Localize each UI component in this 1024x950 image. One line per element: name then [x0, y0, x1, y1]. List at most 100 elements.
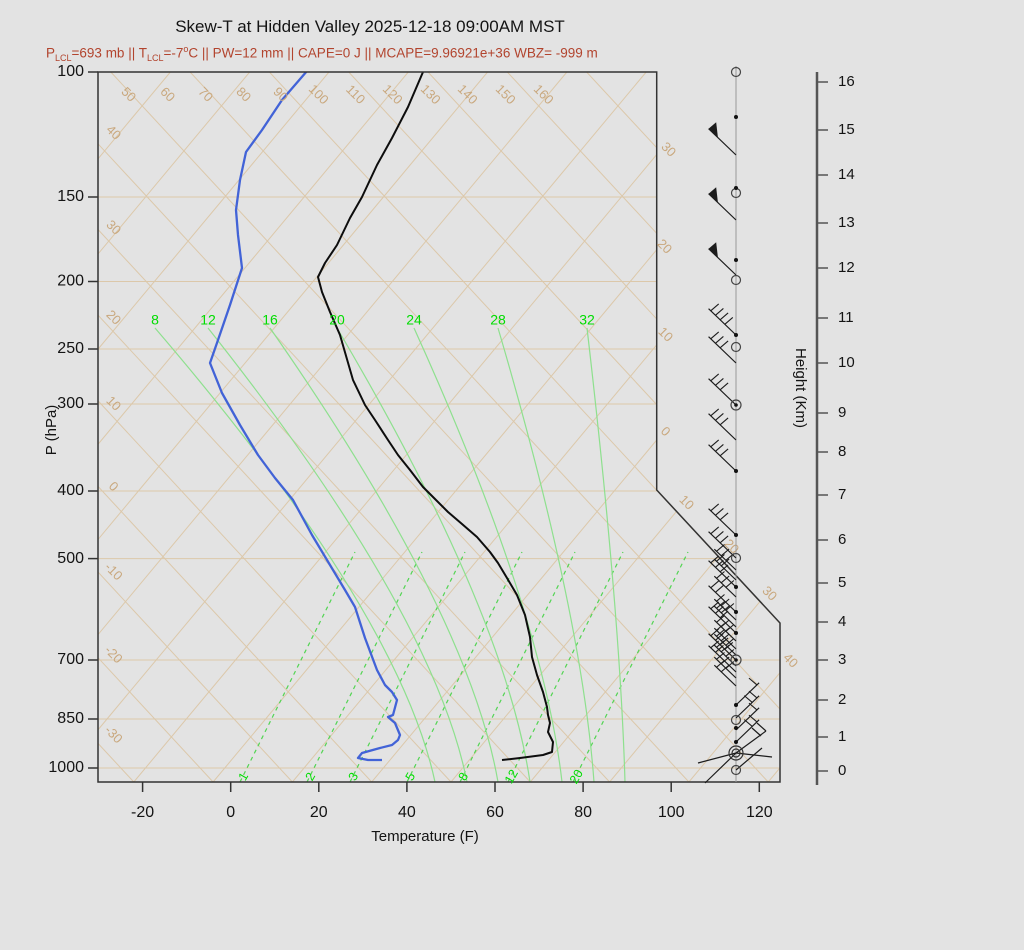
station-circle-marker	[730, 714, 742, 726]
tan-diagonal-line	[98, 72, 373, 782]
tan-diagonal-line	[98, 72, 171, 782]
tan-diagonal-line	[98, 72, 330, 782]
moist-adiabat-line	[586, 327, 626, 782]
height-axis-tick-label: 9	[838, 404, 846, 421]
isotherm-label-top: 80	[233, 84, 254, 105]
pressure-axis-title: P (hPa)	[43, 405, 60, 456]
tan-diagonal-line	[98, 72, 488, 782]
station-dot-marker	[734, 703, 738, 707]
wind-barb-column	[697, 66, 773, 784]
pressure-axis-label: 400	[57, 482, 84, 499]
tan-diagonal-line	[212, 72, 780, 782]
station-dot-marker	[734, 469, 738, 473]
station-dot-marker	[734, 333, 738, 337]
tan-diagonal-line	[98, 72, 251, 782]
surface-station-marker	[728, 745, 744, 761]
tan-diagonal-line	[189, 72, 780, 782]
height-axis-tick-label: 5	[838, 574, 846, 591]
moist-adiabat-label: 12	[200, 312, 216, 328]
isotherm-label-slant: 40	[780, 650, 801, 671]
station-circle-marker	[730, 341, 742, 353]
x-axis-tick-label: 80	[574, 804, 592, 821]
moist-adiabat-label: 20	[329, 312, 345, 328]
height-axis-tick-label: 1	[838, 728, 846, 745]
plot-border	[97, 71, 781, 783]
tan-diagonal-line	[98, 72, 293, 782]
mixing-ratio-line	[239, 551, 356, 782]
tan-diagonal-line	[98, 72, 409, 782]
x-axis-tick-label: -20	[131, 804, 154, 821]
height-axis-tick-label: 11	[838, 309, 854, 326]
x-axis-tick-label: 120	[746, 804, 773, 821]
chart-title: Skew-T at Hidden Valley 2025-12-18 09:00…	[175, 17, 565, 36]
height-axis-tick-label: 2	[838, 691, 846, 708]
x-axis-tick-label: 60	[486, 804, 504, 821]
pressure-axis-label: 850	[57, 710, 84, 727]
moist-adiabat-line	[154, 327, 436, 782]
mixing-ratio-label: 20	[567, 767, 586, 786]
station-dot-marker	[734, 186, 738, 190]
tan-diagonal-line	[427, 72, 780, 782]
height-axis-tick-label: 6	[838, 531, 846, 548]
mixing-ratio-label: 3	[346, 770, 362, 783]
temperature-curve	[317, 72, 554, 761]
isotherm-label-left: 0	[106, 478, 122, 494]
tan-diagonal-line	[1006, 72, 1024, 782]
tan-diagonal-line	[98, 72, 647, 782]
isotherm-label-right: 10	[655, 324, 676, 345]
mixing-ratio-label: 12	[502, 767, 521, 786]
mixing-ratio-line	[306, 551, 423, 782]
tan-diagonal-line	[98, 72, 568, 782]
height-axis-tick-label: 12	[838, 259, 855, 276]
pressure-axis-label: 700	[57, 651, 84, 668]
tan-diagonal-line	[98, 72, 214, 782]
station-dot-marker	[734, 726, 738, 730]
station-dot-marker	[734, 610, 738, 614]
isotherm-label-top: 120	[380, 81, 406, 107]
mixing-ratio-label: 5	[403, 770, 419, 783]
tan-diagonal-line	[98, 72, 690, 782]
pressure-axis-label: 500	[57, 550, 84, 567]
tan-diagonal-line	[133, 72, 726, 782]
isotherm-label-slant: 30	[759, 583, 780, 604]
moist-adiabat-line	[497, 327, 595, 782]
tan-diagonal-line	[98, 72, 135, 782]
isotherm-label-top: 150	[493, 81, 519, 107]
height-axis-tick-label: 8	[838, 443, 846, 460]
station-circle-marker	[730, 66, 742, 78]
isotherm-label-left: 30	[103, 217, 124, 238]
moist-adiabat-label: 32	[579, 312, 595, 328]
mixing-ratio-line	[459, 551, 576, 782]
isotherm-label-slant: 10	[676, 492, 697, 513]
height-axis-tick-label: 7	[838, 486, 846, 503]
tan-diagonal-line	[609, 72, 780, 782]
dewpoint-curve	[208, 72, 402, 762]
height-axis-tick-label: 15	[838, 121, 855, 138]
station-circle-marker	[730, 552, 742, 564]
isotherm-label-top: 70	[195, 84, 216, 105]
pressure-axis-label: 300	[57, 395, 84, 412]
mixing-ratio-line	[349, 551, 466, 782]
height-axis-tick-label: 10	[838, 354, 855, 371]
station-dot-marker	[734, 631, 738, 635]
station-dot-marker	[734, 740, 738, 744]
station-dot-marker	[734, 585, 738, 589]
isotherm-label-top: 60	[157, 84, 178, 105]
tan-diagonal-line	[98, 72, 531, 782]
isotherm-label-top: 110	[343, 82, 368, 107]
height-axis-tick-label: 13	[838, 214, 855, 231]
station-bullseye-marker	[730, 654, 742, 666]
station-dot-marker	[734, 258, 738, 262]
isotherm-label-left: -20	[102, 642, 126, 666]
x-axis-tick-label: 0	[226, 804, 235, 821]
isotherm-label-top: 90	[270, 84, 291, 105]
pressure-axis-label: 150	[57, 188, 84, 205]
height-axis-tick-label: 4	[838, 613, 846, 630]
station-dot-marker	[734, 533, 738, 537]
height-axis-title: Height (Km)	[792, 348, 809, 428]
isotherm-label-top: 160	[531, 81, 557, 107]
height-axis-tick-label: 0	[838, 762, 846, 779]
isotherm-label-right: 0	[658, 423, 674, 439]
mixing-ratio-line	[507, 551, 624, 782]
